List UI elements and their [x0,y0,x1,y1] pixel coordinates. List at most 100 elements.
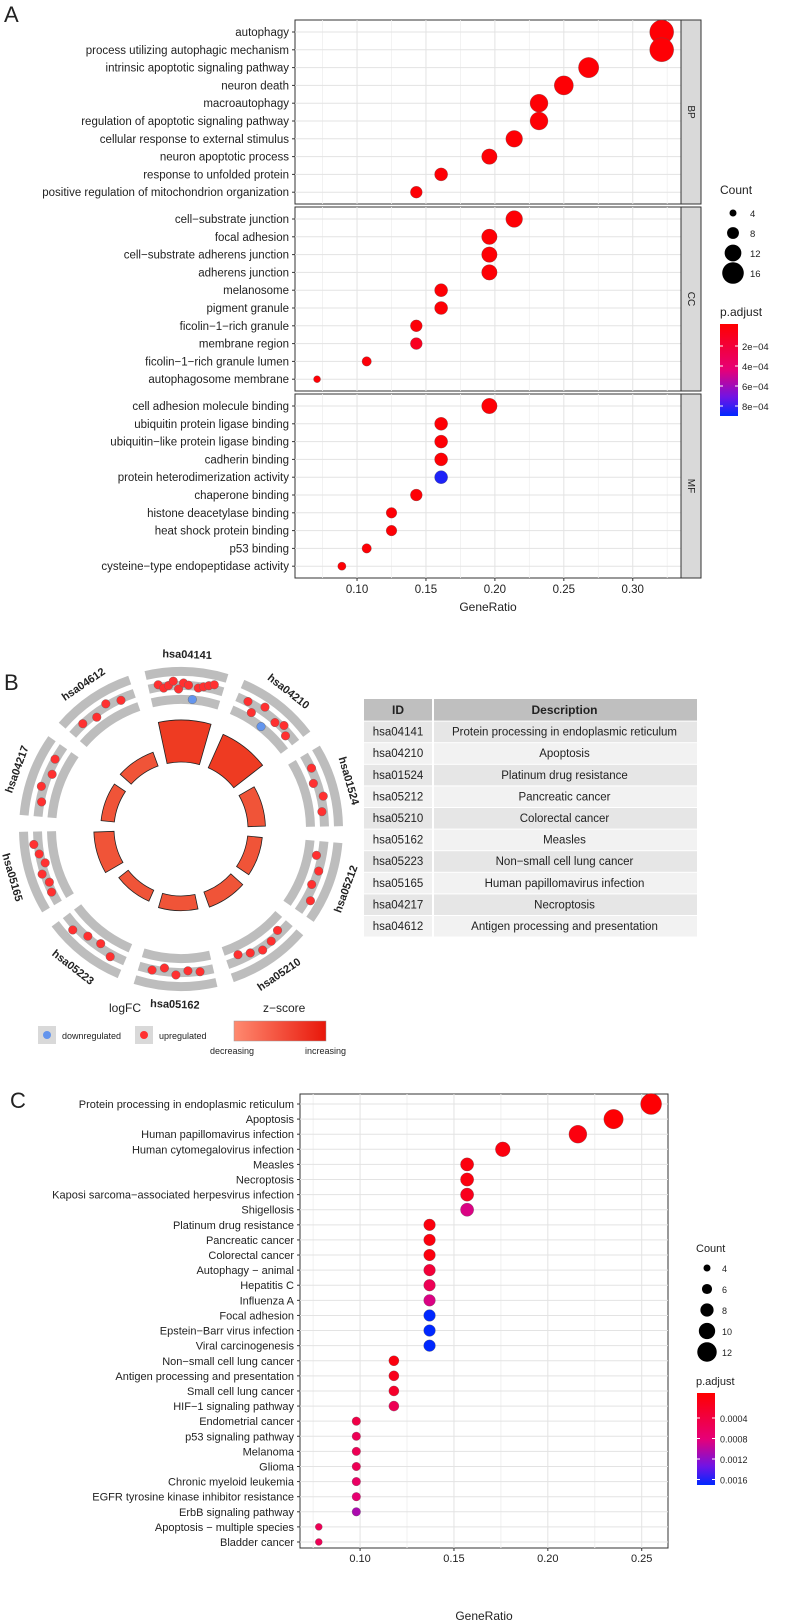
gene-dot [105,952,115,962]
dot [568,1125,587,1144]
term-label: autophagosome membrane [148,374,289,386]
facet-strip [680,19,702,205]
term-label: response to unfolded protein [143,169,289,181]
dot [649,37,674,62]
term-label: melanosome [223,285,289,297]
count-legend-label: 10 [722,1327,732,1337]
term-label: Measles [253,1159,294,1171]
gene-dot [187,694,197,704]
dot [434,167,448,182]
sector-ring [306,842,343,922]
dot [386,525,397,537]
zscore-bar [157,719,212,766]
table-cell-id: hsa05223 [373,856,424,868]
zscore-bar [93,830,124,874]
term-label: Influenza A [240,1295,295,1307]
term-label: Apoptosis [246,1114,295,1126]
gene-dot [159,963,169,973]
dot [434,470,448,484]
term-label: focal adhesion [215,232,289,244]
zscore-bar [157,892,199,912]
table-cell [364,743,432,764]
table-cell [364,721,432,743]
dot [434,301,448,315]
term-label: pigment granule [207,303,289,315]
dot [313,375,321,383]
gene-dot [34,849,44,859]
count-legend-title: Count [696,1243,725,1255]
dot [481,148,498,165]
dot [351,1507,361,1517]
gene-dot [243,697,253,707]
dot [603,1109,624,1129]
term-label: protein heterodimerization activity [118,472,290,484]
gene-dot [279,721,289,731]
dot [505,210,523,228]
gene-dot [311,850,321,860]
term-label: Human cytomegalovirus infection [132,1144,294,1156]
table-header-description: Description [531,703,597,717]
gene-dot [195,967,205,977]
table-cell-id: hsa04612 [373,921,424,933]
dot [423,1233,436,1246]
table-cell-id: hsa05162 [373,835,424,847]
sector-ring [240,679,311,737]
table-cell-description: Apoptosis [539,748,590,760]
dot [351,1416,361,1426]
sector-label: hsa05165 [0,852,24,903]
table-cell [434,916,697,937]
table-cell-id: hsa04141 [373,727,424,739]
dot [460,1202,474,1217]
sector-ring [144,666,229,683]
term-label: Non−small cell lung cancer [162,1356,294,1368]
dot [351,1477,361,1487]
term-label: Viral carcinogenesis [196,1341,295,1353]
table-cell-description: Protein processing in endoplasmic reticu… [452,727,677,739]
gene-dot [37,797,47,807]
table-cell-description: Pancreatic cancer [518,791,610,803]
term-label: chaperone binding [194,490,289,502]
dot [481,228,498,245]
panel-b-label: B [4,670,19,695]
dot [481,264,498,281]
gene-dot [44,877,54,887]
table-cell [364,894,432,915]
dot [361,543,372,554]
gene-dot [308,778,318,788]
dot [460,1157,474,1172]
count-legend-dot [727,227,739,239]
dot [423,1218,436,1231]
dot [410,319,423,332]
plot-panel [299,1093,669,1549]
dot [529,111,549,131]
dot [434,283,448,297]
table-cell [364,872,432,894]
count-legend-title: Count [720,183,753,197]
table-cell-description: Human papillomavirus infection [485,878,645,890]
term-label: Epstein−Barr virus infection [160,1326,294,1338]
dot [423,1339,436,1352]
gene-dot [305,896,315,906]
table-header-id: ID [392,703,404,717]
zscore-legend-title: z−score [263,1001,306,1015]
term-label: EGFR tyrosine kinase inhibitor resistanc… [92,1492,294,1504]
count-legend-label: 4 [750,209,755,220]
term-label: cadherin binding [205,454,289,466]
term-label: Antigen processing and presentation [115,1371,294,1383]
gene-dot [78,719,88,729]
dot [361,356,372,367]
gene-dot [314,866,324,876]
table-cell-id: hsa01524 [373,770,424,782]
facet-strip-label: MF [685,479,696,493]
table-cell [434,721,697,743]
count-legend-dot [700,1303,714,1317]
gene-dot [174,684,184,694]
sector-ring [19,736,56,816]
dot [386,507,397,519]
dot [481,246,498,263]
count-legend-dot [698,1322,716,1340]
gene-dot [260,702,270,712]
term-label: Melanoma [243,1446,295,1458]
term-label: Apoptosis − multiple species [155,1522,295,1534]
